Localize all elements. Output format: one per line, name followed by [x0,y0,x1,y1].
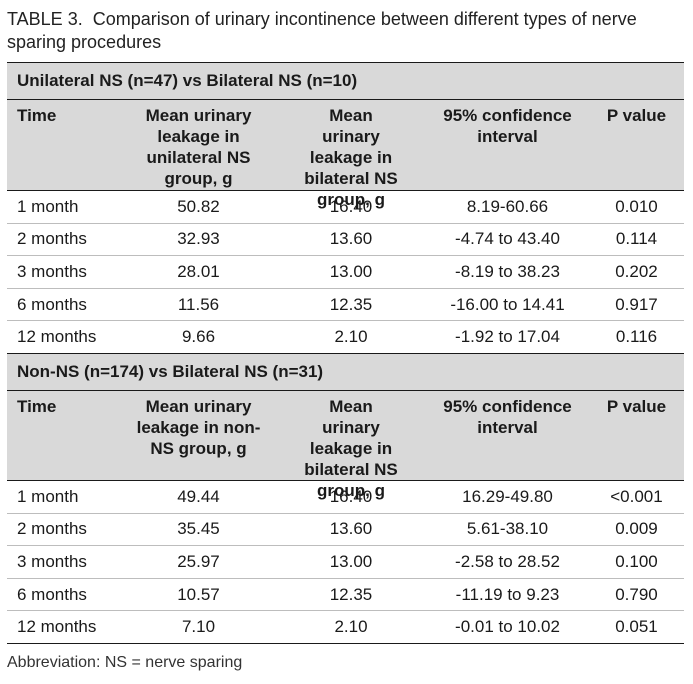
cell-group-a: 50.82 [177,196,220,216]
cell-group-b: 13.60 [329,519,373,539]
cell-group-b: 13.00 [329,261,373,281]
cell-group-b: 16.40 [329,486,373,506]
cell-time: 3 months [17,261,87,281]
cell-time: 3 months [17,551,87,571]
cell-group-a: 32.93 [177,229,220,249]
cell-group-a: 10.57 [177,584,220,604]
cell-time: 2 months [17,229,87,249]
cell-ci: -11.19 to 9.23 [455,584,560,604]
cell-p: 0.100 [615,551,658,571]
cell-group-b: 16.40 [329,196,373,216]
cell-ci: -1.92 to 17.04 [455,327,560,347]
cell-group-a: 9.66 [181,327,216,347]
cell-p: 0.116 [615,327,658,347]
cell-group-b: 13.00 [329,551,373,571]
cell-time: 12 months [17,327,97,347]
col-bilateral-header: Mean urinary leakage in bilateral NS gro… [304,396,398,500]
cell-time: 6 months [17,294,87,314]
section-title: Unilateral NS (n=47) vs Bilateral NS (n=… [17,71,358,90]
cell-ci: -16.00 to 14.41 [450,294,565,314]
cell-time: 1 month [17,486,79,506]
table-row: 1 month 50.82 16.40 8.19-60.66 0.010 [7,190,684,223]
table-row: 1 month 49.44 16.40 16.29-49.80 <0.001 [7,479,684,513]
column-header-row: Time Mean urinary leakage in unilateral … [7,99,684,209]
comparison-table: Unilateral NS (n=47) vs Bilateral NS (n=… [7,62,684,644]
cell-group-b: 2.10 [334,617,368,637]
section-header-non-ns: Non-NS (n=174) vs Bilateral NS (n=31) [7,352,684,390]
cell-p: 0.114 [615,229,658,249]
cell-group-b: 12.35 [329,584,373,604]
table-row: 3 months 25.97 13.00 -2.58 to 28.52 0.10… [7,545,684,578]
cell-time: 12 months [17,617,97,637]
cell-p: 0.051 [615,617,658,637]
col-p-header: P value [606,396,667,416]
table-row: 2 months 35.45 13.60 5.61-38.10 0.009 [7,512,684,546]
cell-p: 0.790 [615,584,658,604]
table-row: 12 months 7.10 2.10 -0.01 to 10.02 0.051 [7,610,684,643]
col-time-header: Time [17,106,57,125]
section-title: Non-NS (n=174) vs Bilateral NS (n=31) [17,361,324,381]
cell-time: 2 months [17,519,87,539]
table-row: 3 months 28.01 13.00 -8.19 to 38.23 0.20… [7,255,684,288]
cell-ci: 5.61-38.10 [466,519,549,539]
cell-ci: -8.19 to 38.23 [455,261,560,281]
cell-group-b: 12.35 [329,294,373,314]
table-row: 2 months 32.93 13.60 -4.74 to 43.40 0.11… [7,222,684,256]
col-ci-header: 95% confidence interval [443,396,572,437]
section-a-rows: 1 month 50.82 16.40 8.19-60.66 0.010 2 m… [7,190,684,353]
table-title: Comparison of urinary incontinence betwe… [7,9,637,52]
cell-time: 1 month [17,196,79,216]
col-unilateral-header: Mean urinary leakage in unilateral NS gr… [145,106,252,188]
col-ci-header: 95% confidence interval [443,106,572,146]
cell-ci: -0.01 to 10.02 [455,617,560,637]
section-b-rows: 1 month 49.44 16.40 16.29-49.80 <0.001 2… [7,479,684,643]
table-row: 12 months 9.66 2.10 -1.92 to 17.04 0.116 [7,320,684,353]
cell-ci: -4.74 to 43.40 [455,229,560,249]
col-time-header: Time [17,396,57,416]
col-p-header: P value [606,106,667,125]
cell-ci: 16.29-49.80 [462,486,553,506]
cell-p: 0.917 [615,294,658,314]
table-row: 6 months 11.56 12.35 -16.00 to 14.41 0.9… [7,287,684,321]
table-bottom-rule [7,642,684,644]
cell-ci: 8.19-60.66 [466,196,549,216]
cell-group-a: 25.97 [177,551,220,571]
table-label: TABLE 3. [7,9,83,29]
cell-p: 0.009 [615,519,658,539]
cell-group-b: 2.10 [334,327,368,347]
cell-group-b: 13.60 [329,229,373,249]
table-row: 6 months 10.57 12.35 -11.19 to 9.23 0.79… [7,577,684,611]
cell-p: 0.010 [615,196,658,216]
table-caption: TABLE 3. Comparison of urinary incontine… [7,8,687,54]
cell-group-a: 28.01 [177,261,220,281]
column-header-row: Time Mean urinary leakage in non-NS grou… [7,389,684,500]
cell-ci: -2.58 to 28.52 [455,551,560,571]
cell-group-a: 35.45 [177,519,220,539]
cell-p: 0.202 [615,261,658,281]
col-bilateral-header: Mean urinary leakage in bilateral NS gro… [304,106,398,209]
table-footnote: Abbreviation: NS = nerve sparing [7,654,243,671]
cell-group-a: 11.56 [177,294,220,314]
section-header-unilateral: Unilateral NS (n=47) vs Bilateral NS (n=… [7,62,684,99]
cell-time: 6 months [17,584,87,604]
cell-group-a: 49.44 [177,486,220,506]
cell-group-a: 7.10 [181,617,216,637]
col-non-ns-header: Mean urinary leakage in non-NS group, g [136,396,261,458]
cell-p: <0.001 [610,486,663,506]
